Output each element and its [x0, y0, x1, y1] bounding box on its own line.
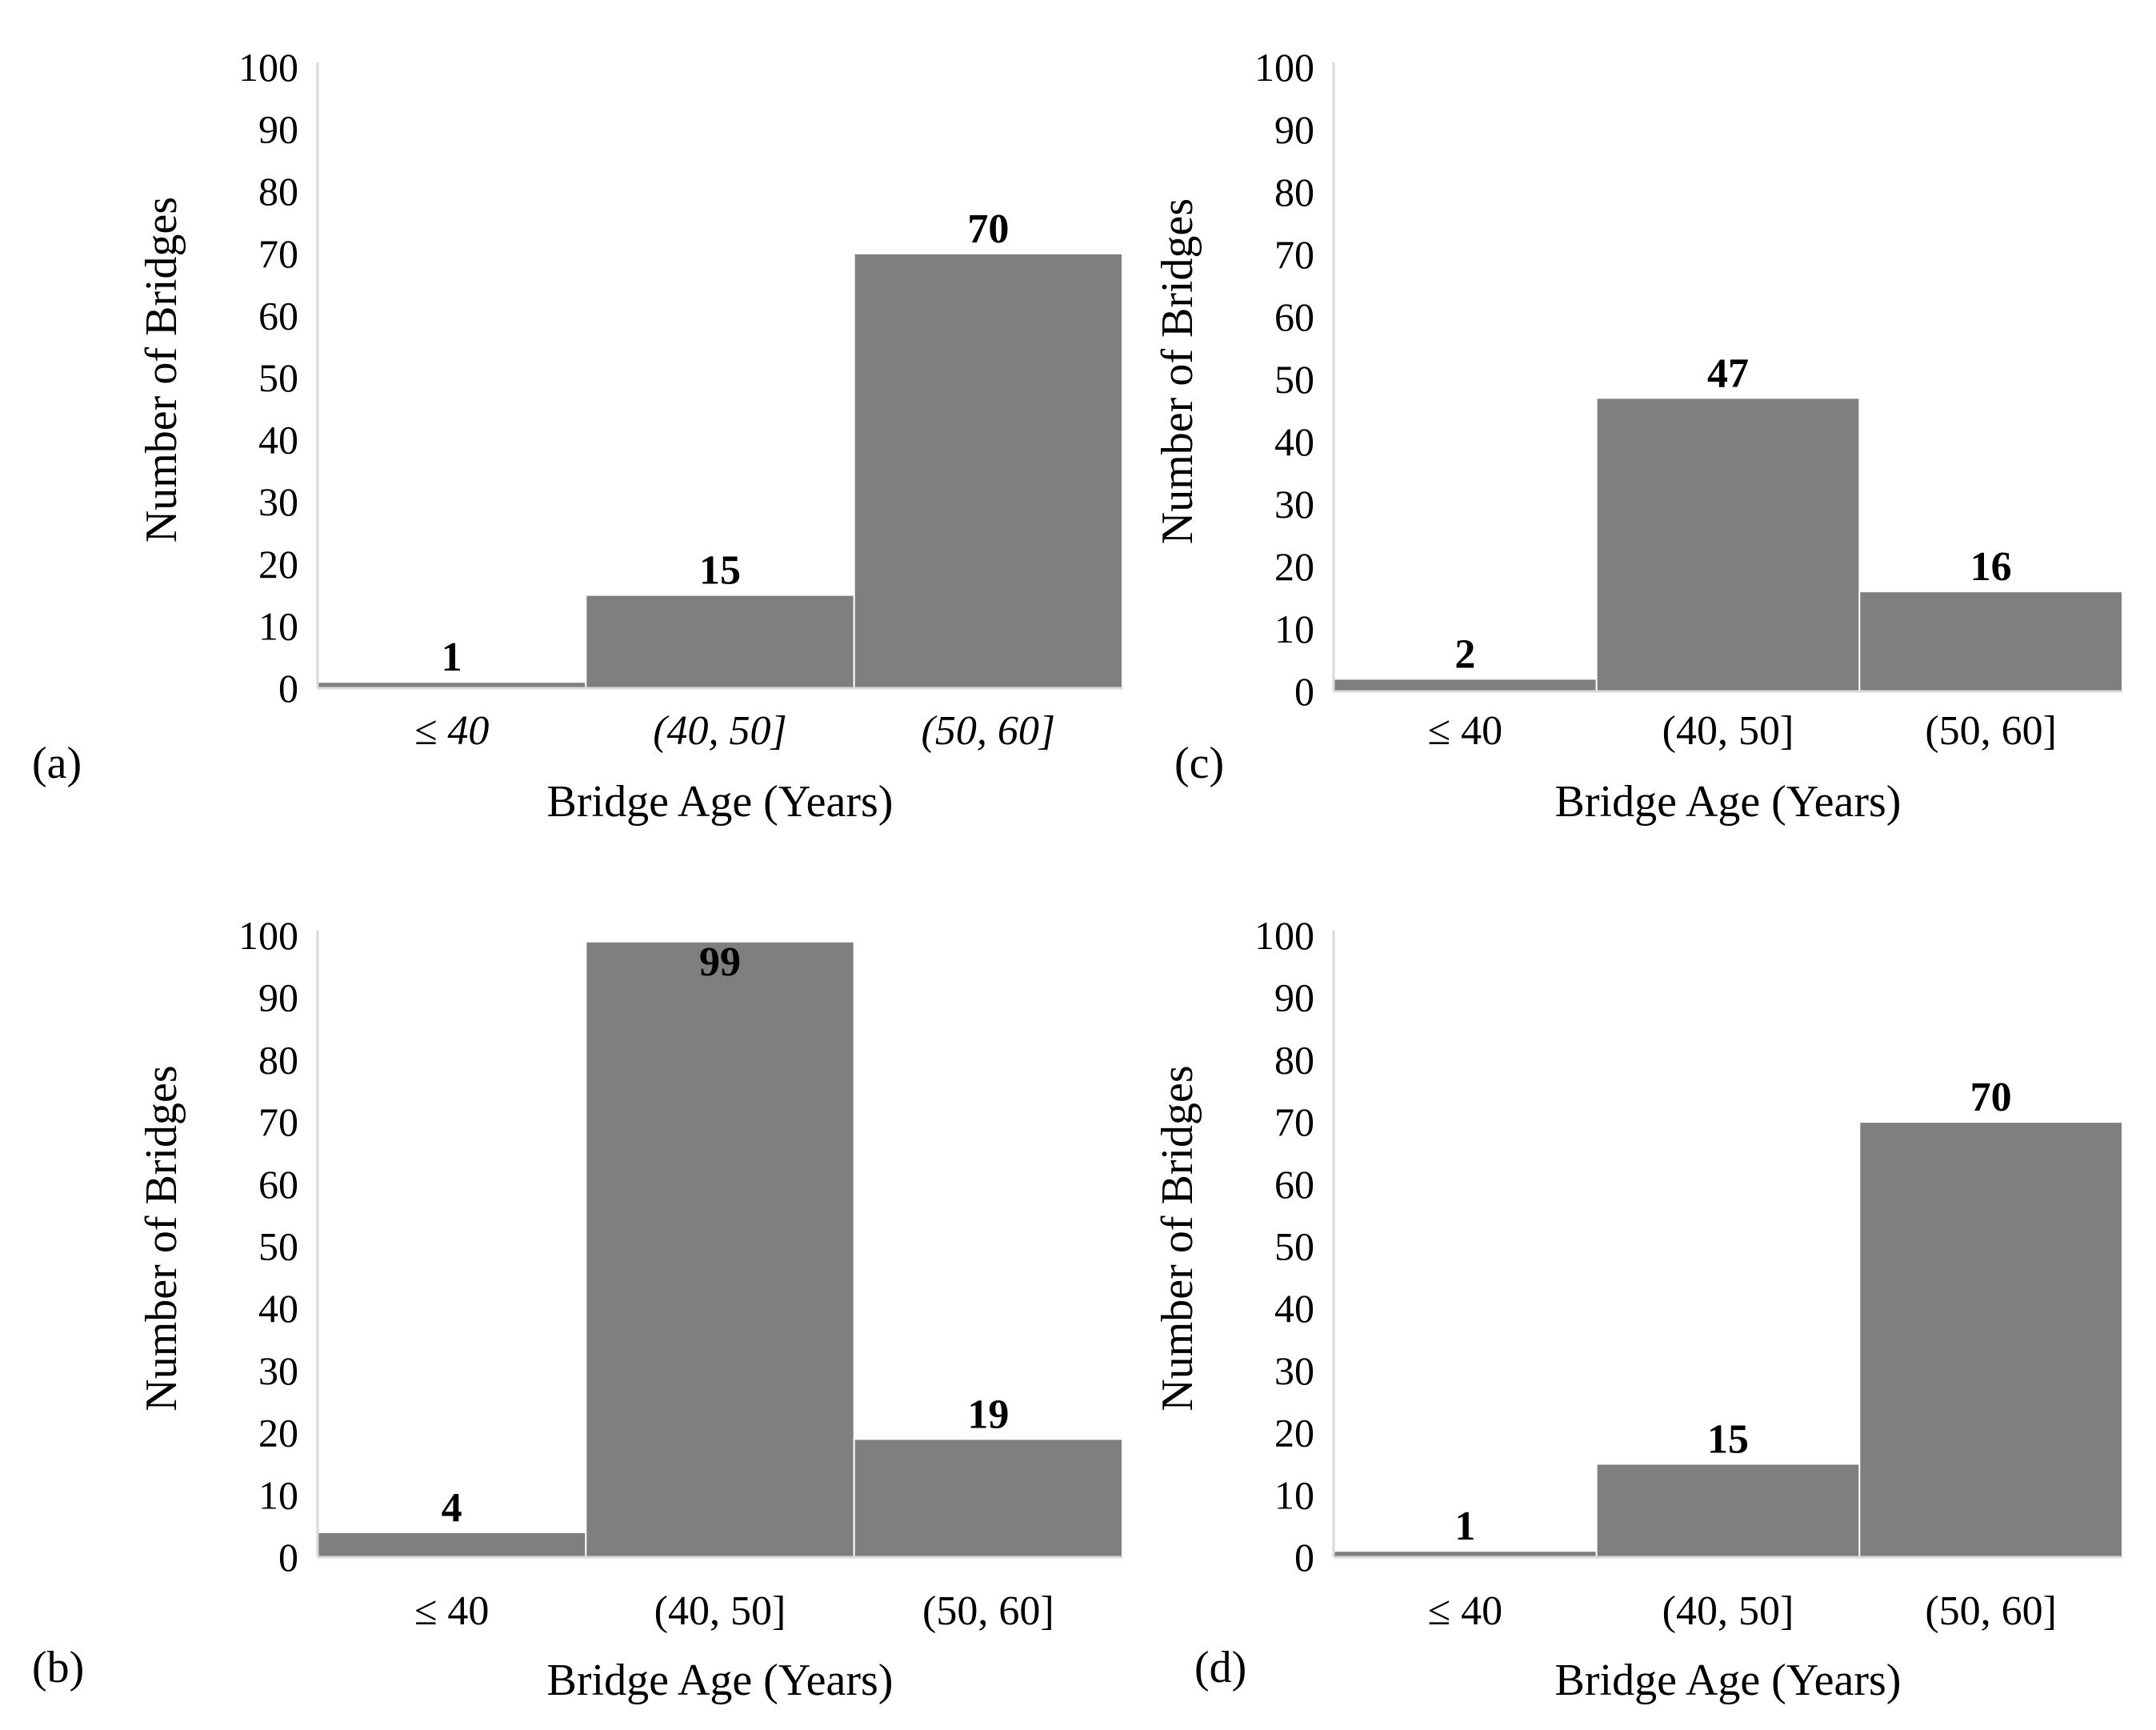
y-tick-label: 10: [258, 1472, 298, 1517]
panel-label: (c): [1174, 739, 1224, 788]
y-tick-label: 50: [258, 355, 298, 400]
x-axis-title: Bridge Age (Years): [547, 1656, 894, 1705]
data-label: 15: [1707, 1416, 1749, 1462]
y-tick-label: 90: [258, 107, 298, 152]
data-label: 99: [699, 939, 741, 985]
chart-panel-c: 0 10 20 30 40 50 60 70 80 90 100 2 47 16 ≤ 40 (40, 50] (…: [1153, 45, 2123, 827]
x-tick-label: (50, 60]: [922, 708, 1056, 754]
y-tick-label: 30: [1274, 1348, 1314, 1393]
x-tick-label: ≤ 40: [1428, 1588, 1503, 1634]
y-tick-label: 40: [258, 1286, 298, 1331]
y-tick-label: 60: [258, 1162, 298, 1207]
data-label: 19: [967, 1392, 1009, 1437]
panel-label: (d): [1194, 1643, 1246, 1692]
y-tick-label: 20: [258, 1411, 298, 1456]
y-tick-label: 50: [1274, 1224, 1314, 1269]
x-tick-label: (50, 60]: [1925, 1588, 2057, 1634]
y-tick-label: 90: [1274, 107, 1314, 152]
y-tick-label: 100: [238, 45, 298, 90]
data-label: 16: [1970, 544, 2012, 590]
y-tick-label: 20: [258, 542, 298, 587]
y-tick-label: 100: [1254, 45, 1314, 90]
y-tick-label: 20: [1274, 544, 1314, 589]
chart-panel-b: 0 10 20 30 40 50 60 70 80 90 100 4 99 19 ≤ 40 (40, 50] (…: [32, 913, 1123, 1705]
bar-3: [1858, 1121, 2123, 1558]
x-axis-title: Bridge Age (Years): [1555, 1656, 1902, 1705]
bar-2: [1595, 397, 1861, 692]
y-tick-label: 90: [258, 975, 298, 1020]
y-tick-label: 0: [1294, 669, 1314, 714]
y-tick-label: 40: [258, 418, 298, 463]
y-tick-label: 70: [258, 1099, 298, 1144]
bar-3: [1858, 591, 2123, 693]
data-label: 70: [1970, 1075, 2012, 1120]
y-tick-label: 60: [1274, 1162, 1314, 1207]
y-tick-label: 50: [1274, 357, 1314, 402]
x-tick-label: (40, 50]: [1662, 1588, 1794, 1634]
y-tick-label: 40: [1274, 419, 1314, 464]
y-tick-label: 60: [1274, 294, 1314, 339]
bar-1: [1333, 678, 1598, 693]
y-tick-label: 30: [258, 1348, 298, 1393]
y-axis-title: Number of Bridges: [1153, 1065, 1202, 1411]
y-tick-label: 80: [258, 1037, 298, 1082]
bar-2: [585, 594, 855, 689]
x-tick-label: (40, 50]: [1662, 708, 1794, 754]
bar-3: [853, 1438, 1123, 1558]
y-tick-label: 10: [1274, 607, 1314, 651]
y-axis-title: Number of Bridges: [1153, 198, 1202, 544]
chart-panel-d: 0 10 20 30 40 50 60 70 80 90 100 1 15 70 ≤ 40 (40, 50] (…: [1153, 913, 2123, 1705]
y-tick-label: 30: [258, 479, 298, 524]
chart-panel-a: 0 10 20 30 40 50 60 70 80 90 100 1 15 70 ≤ 40 (40, 50] (…: [32, 45, 1123, 827]
y-tick-label: 100: [1254, 913, 1314, 958]
y-tick-label: 20: [1274, 1411, 1314, 1456]
y-tick-label: 80: [1274, 170, 1314, 214]
y-tick-label: 0: [1294, 1535, 1314, 1580]
bar-2: [1595, 1463, 1861, 1558]
y-tick-label: 70: [1274, 1099, 1314, 1144]
x-tick-label: ≤ 40: [1428, 708, 1503, 754]
y-tick-label: 100: [238, 913, 298, 958]
y-tick-label: 50: [258, 1224, 298, 1269]
y-axis-title: Number of Bridges: [137, 197, 186, 543]
bar-3: [853, 252, 1123, 689]
y-tick-label: 70: [258, 231, 298, 276]
data-label: 1: [1454, 1504, 1475, 1549]
y-tick-label: 10: [258, 603, 298, 648]
y-tick-label: 80: [258, 169, 298, 214]
data-label: 2: [1454, 631, 1475, 677]
data-label: 4: [442, 1485, 462, 1531]
y-tick-label: 0: [278, 1535, 298, 1580]
x-tick-label: (50, 60]: [1925, 708, 2057, 754]
x-axis-title: Bridge Age (Years): [1555, 777, 1902, 827]
y-axis-title: Number of Bridges: [137, 1065, 186, 1411]
bar-1: [317, 1531, 587, 1559]
y-tick-label: 30: [1274, 482, 1314, 527]
panel-label: (a): [32, 739, 82, 788]
x-tick-label: (40, 50]: [653, 708, 787, 754]
data-label: 1: [442, 635, 462, 680]
data-label: 70: [967, 206, 1009, 252]
y-tick-label: 40: [1274, 1286, 1314, 1331]
panel-label: (b): [32, 1643, 84, 1692]
y-tick-label: 90: [1274, 975, 1314, 1020]
y-tick-label: 80: [1274, 1037, 1314, 1082]
x-tick-label: (40, 50]: [654, 1588, 786, 1634]
y-tick-label: 0: [278, 666, 298, 711]
data-label: 15: [699, 548, 741, 594]
x-tick-label: ≤ 40: [414, 708, 490, 754]
x-axis-title: Bridge Age (Years): [547, 777, 894, 827]
y-tick-label: 60: [258, 293, 298, 338]
data-label: 47: [1707, 350, 1749, 396]
y-tick-label: 10: [1274, 1472, 1314, 1517]
x-tick-label: ≤ 40: [414, 1588, 490, 1634]
x-tick-label: (50, 60]: [922, 1588, 1054, 1634]
y-tick-label: 70: [1274, 232, 1314, 277]
bar-2: [585, 940, 855, 1558]
